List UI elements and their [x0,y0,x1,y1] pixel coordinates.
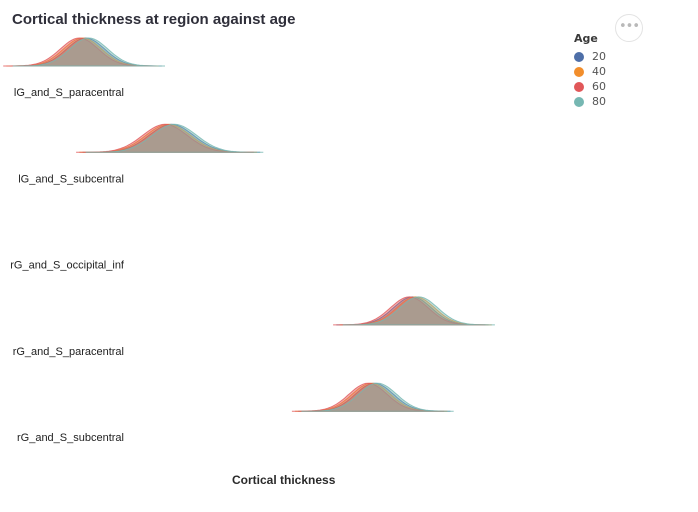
density-rG_and_S_subcentral-age-60[interactable] [291,382,445,412]
chart-menu-button[interactable]: ••• [615,14,643,42]
legend: Age 20 40 60 80 [574,32,606,109]
legend-swatch-80 [574,96,584,107]
legend-item-20[interactable]: 20 [574,49,606,64]
legend-label-40: 40 [592,65,606,78]
legend-item-60[interactable]: 60 [574,79,606,94]
row-label-rG_and_S_subcentral: rG_and_S_subcentral [17,432,124,444]
density-lG_and_S_paracentral-age-60[interactable] [3,37,156,67]
row-label-rG_and_S_occipital_inf: rG_and_S_occipital_inf [10,260,125,272]
row-label-lG_and_S_paracentral: lG_and_S_paracentral [14,87,124,99]
x-axis-label: Cortical thickness [232,473,336,487]
ellipsis-icon: ••• [618,19,640,34]
density-rG_and_S_paracentral-age-80[interactable] [342,296,495,326]
legend-swatch-60 [574,81,584,92]
density-lG_and_S_subcentral-age-80[interactable] [85,123,264,153]
density-rG_and_S_subcentral-age-80[interactable] [301,382,454,412]
legend-label-20: 20 [592,50,606,63]
legend-item-80[interactable]: 80 [574,94,606,109]
legend-label-80: 80 [592,95,606,108]
density-lG_and_S_subcentral-age-60[interactable] [76,123,254,153]
density-rG_and_S_paracentral-age-60[interactable] [333,296,486,326]
chart-title: Cortical thickness at region against age [12,11,296,28]
legend-title: Age [574,32,598,45]
legend-swatch-20 [574,51,584,62]
legend-swatch-40 [574,66,584,77]
density-lG_and_S_paracentral-age-80[interactable] [12,37,165,67]
legend-item-40[interactable]: 40 [574,64,606,79]
legend-label-60: 60 [592,80,606,93]
row-label-lG_and_S_subcentral: lG_and_S_subcentral [18,173,124,185]
row-label-rG_and_S_paracentral: rG_and_S_paracentral [13,346,124,358]
